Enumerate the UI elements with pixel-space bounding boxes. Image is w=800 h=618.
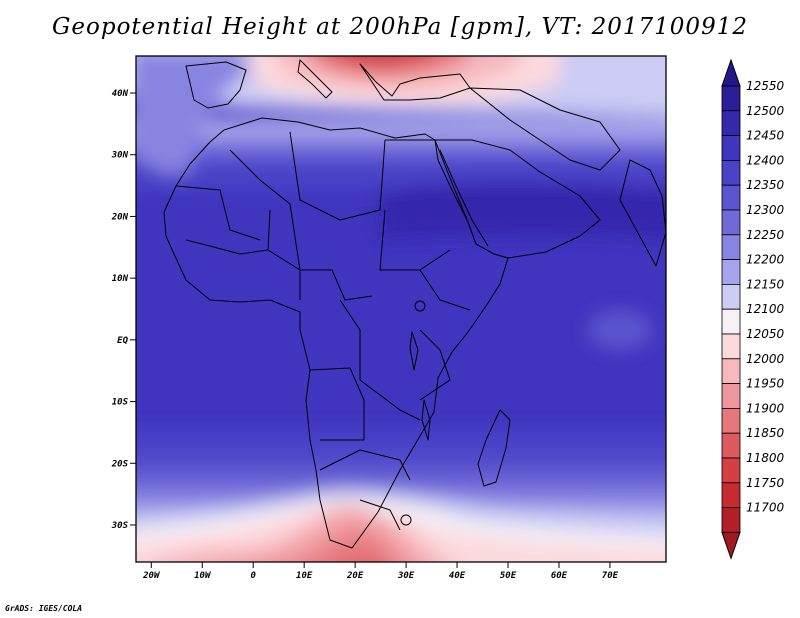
colorbar-label: 12350 bbox=[746, 178, 785, 192]
colorbar-swatch bbox=[721, 308, 741, 335]
lat-tick-label: 20S bbox=[111, 459, 129, 469]
lon-tick-label: 60E bbox=[551, 571, 568, 581]
colorbar-swatch bbox=[721, 333, 741, 360]
colorbar-swatch bbox=[721, 209, 741, 236]
lat-tick-label: 40N bbox=[112, 89, 129, 99]
map-title: Geopotential Height at 200hPa [gpm], VT:… bbox=[52, 14, 748, 40]
lon-tick-label: 20E bbox=[346, 571, 364, 581]
colorbar-label: 12050 bbox=[746, 327, 785, 341]
colorbar-label: 12250 bbox=[746, 228, 785, 242]
lon-tick-label: 50E bbox=[500, 571, 517, 581]
colorbar: 12550 12500 12450 12400 12350 12300 12250 12200… bbox=[721, 58, 785, 560]
lon-tick-label: 40E bbox=[449, 571, 466, 581]
colorbar-swatch bbox=[721, 159, 741, 186]
colorbar-swatch bbox=[721, 283, 741, 310]
colorbar-swatch bbox=[721, 407, 741, 434]
lon-tick-label: 30E bbox=[397, 571, 415, 581]
colorbar-swatch bbox=[721, 482, 741, 508]
colorbar-label: 12150 bbox=[746, 277, 785, 291]
lon-tick-label: 10E bbox=[296, 571, 313, 581]
colorbar-label: 12100 bbox=[746, 302, 785, 316]
longitude-axis: 20W 10W 0 10E 20E 30E 40E 50E 60E 70E bbox=[142, 562, 619, 581]
colorbar-swatch bbox=[721, 457, 741, 484]
lat-tick-label: EQ bbox=[117, 336, 128, 346]
latitude-axis: 40N 30N 20N 10N EQ 10S 20S 30S bbox=[111, 89, 136, 531]
colorbar-label: 11800 bbox=[746, 451, 785, 465]
colorbar-label: 12500 bbox=[746, 104, 785, 118]
colorbar-label: 12000 bbox=[746, 352, 785, 366]
map-frame bbox=[135, 55, 667, 563]
colorbar-bottom-arrow bbox=[721, 531, 741, 560]
colorbar-swatch bbox=[721, 259, 741, 285]
colorbar-swatch bbox=[721, 135, 741, 161]
colorbar-label: 12400 bbox=[746, 153, 785, 167]
lon-tick-label: 70E bbox=[602, 571, 619, 581]
colorbar-label: 12200 bbox=[746, 253, 785, 267]
lon-tick-label: 10W bbox=[194, 571, 212, 581]
colorbar-label: 11850 bbox=[746, 426, 785, 440]
colorbar-label: 12550 bbox=[746, 79, 785, 93]
colorbar-swatch bbox=[721, 507, 741, 533]
colorbar-label: 11950 bbox=[746, 377, 785, 391]
height-field bbox=[136, 56, 666, 562]
country-boundaries bbox=[163, 59, 666, 549]
colorbar-swatch bbox=[721, 110, 741, 137]
colorbar-label: 12450 bbox=[746, 129, 785, 143]
colorbar-swatch bbox=[721, 234, 741, 261]
colorbar-swatch bbox=[721, 358, 741, 384]
lat-tick-label: 20N bbox=[111, 212, 129, 222]
lon-tick-label: 0 bbox=[251, 571, 257, 581]
colorbar-swatch bbox=[721, 184, 741, 211]
colorbar-label: 11700 bbox=[746, 501, 785, 515]
lat-tick-label: 30N bbox=[111, 151, 129, 161]
lat-tick-label: 30S bbox=[111, 521, 129, 531]
colorbar-swatch bbox=[721, 85, 741, 112]
colorbar-swatch bbox=[721, 383, 741, 409]
colorbar-swatch bbox=[721, 432, 741, 459]
lat-tick-label: 10S bbox=[112, 398, 129, 408]
colorbar-label: 11750 bbox=[746, 476, 785, 490]
colorbar-label: 11900 bbox=[746, 401, 785, 415]
colorbar-top-arrow bbox=[721, 58, 741, 87]
lat-tick-label: 10N bbox=[112, 274, 129, 284]
lon-tick-label: 20W bbox=[142, 571, 161, 581]
colorbar-label: 12300 bbox=[746, 203, 785, 217]
grads-credit: GrADS: IGES/COLA bbox=[5, 604, 83, 613]
